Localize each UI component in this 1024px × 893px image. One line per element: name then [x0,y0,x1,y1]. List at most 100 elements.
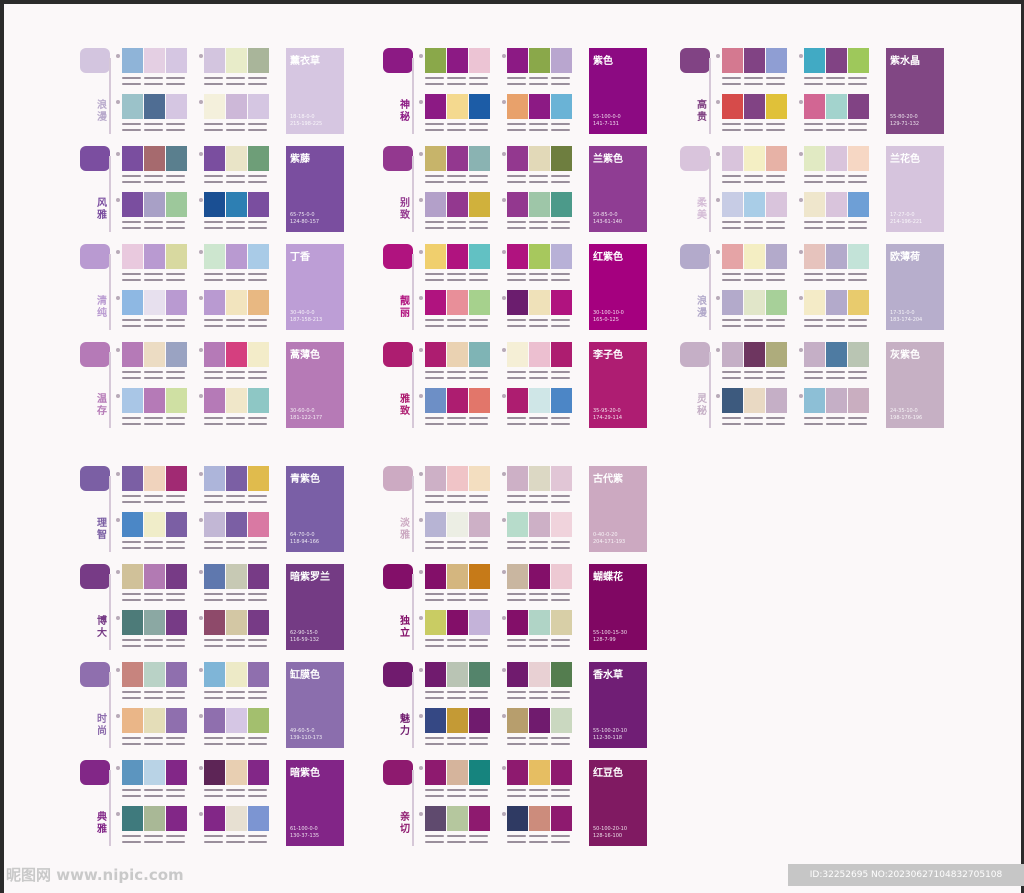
code-mark [166,495,185,497]
color-swatch [144,610,165,635]
color-code-lines [122,833,188,845]
color-swatch [122,290,143,315]
mood-tab [383,466,413,491]
color-swatch [122,94,143,119]
color-swatch [166,146,187,171]
code-mark [204,83,223,85]
color-code-lines [425,121,491,133]
code-mark [551,789,570,791]
code-mark [551,83,570,85]
swatch-group-3 [722,290,788,330]
code-mark [469,279,488,281]
code-mark [166,501,185,503]
mood-tab [80,244,110,269]
code-mark [248,377,267,379]
code-mark [447,599,466,601]
color-code-lines [722,271,788,283]
code-mark [425,795,444,797]
swatch-group-4 [204,388,270,428]
code-mark [166,645,185,647]
bullet-dot [502,714,506,718]
color-swatch [507,146,528,171]
swatch-group-3 [425,94,491,134]
bullet-dot [419,518,423,522]
color-swatch [204,388,225,413]
color-swatch [529,512,550,537]
code-mark [204,175,223,177]
code-mark [529,645,548,647]
connector-line [412,254,414,330]
code-mark [144,129,163,131]
code-mark [744,273,763,275]
color-code-lines [507,219,573,231]
color-swatch [144,662,165,687]
code-mark [122,175,141,177]
color-swatch [848,48,869,73]
bullet-dot [199,570,203,574]
color-swatch [204,146,225,171]
code-mark [248,129,267,131]
code-mark [144,175,163,177]
swatch-group-4 [507,610,573,650]
color-swatch [248,466,269,491]
window-right-edge [1021,0,1024,893]
color-swatch [425,342,446,367]
color-swatch [507,662,528,687]
color-swatch [469,94,490,119]
color-swatch [529,290,550,315]
swatch-group-4 [204,94,270,134]
code-mark [744,83,763,85]
swatch-group-4 [507,388,573,428]
color-swatch [722,388,743,413]
code-mark [469,841,488,843]
color-code-lines [722,219,788,231]
code-mark [204,123,223,125]
code-mark [226,789,245,791]
palette-row: 魅力 香水草 55-100-20-10 112-30-118 [383,662,653,750]
code-mark [248,175,267,177]
color-swatch [744,48,765,73]
code-mark [826,221,845,223]
featured-color-name: 李子色 [593,350,623,361]
code-mark [447,697,466,699]
code-mark [226,279,245,281]
code-mark [144,743,163,745]
code-mark [226,123,245,125]
featured-color-name: 缸膜色 [290,670,320,681]
color-swatch [226,290,247,315]
code-mark [166,377,185,379]
palette-row: 别致 兰紫色 50-85-0-0 143-61-140 [383,146,653,234]
color-swatch [447,342,468,367]
featured-color-code: 24-35-10-0 198-176-196 [890,408,923,421]
bullet-dot [502,812,506,816]
code-mark [826,325,845,327]
color-swatch [447,48,468,73]
code-mark [551,541,570,543]
code-mark [551,547,570,549]
swatch-group-1 [722,146,788,186]
code-mark [469,743,488,745]
color-swatch [447,192,468,217]
code-mark [551,123,570,125]
bullet-dot [419,616,423,620]
code-mark [507,221,526,223]
color-swatch [226,806,247,831]
color-swatch [248,806,269,831]
swatch-group-2 [507,342,573,382]
swatch-group-2 [204,564,270,604]
code-mark [551,593,570,595]
palette-row: 神秘 紫色 55-100-0-0 141-7-131 [383,48,653,136]
color-swatch [248,94,269,119]
color-swatch [529,466,550,491]
code-mark [144,83,163,85]
featured-color-code: 17-27-0-0 214-196-221 [890,212,923,225]
bullet-dot [799,152,803,156]
code-mark [507,273,526,275]
code-mark [447,495,466,497]
color-swatch [848,290,869,315]
palette-row: 亲切 红豆色 50-100-20-10 128-16-100 [383,760,653,848]
color-swatch [144,760,165,785]
code-mark [425,319,444,321]
code-mark [226,841,245,843]
color-swatch [826,192,847,217]
